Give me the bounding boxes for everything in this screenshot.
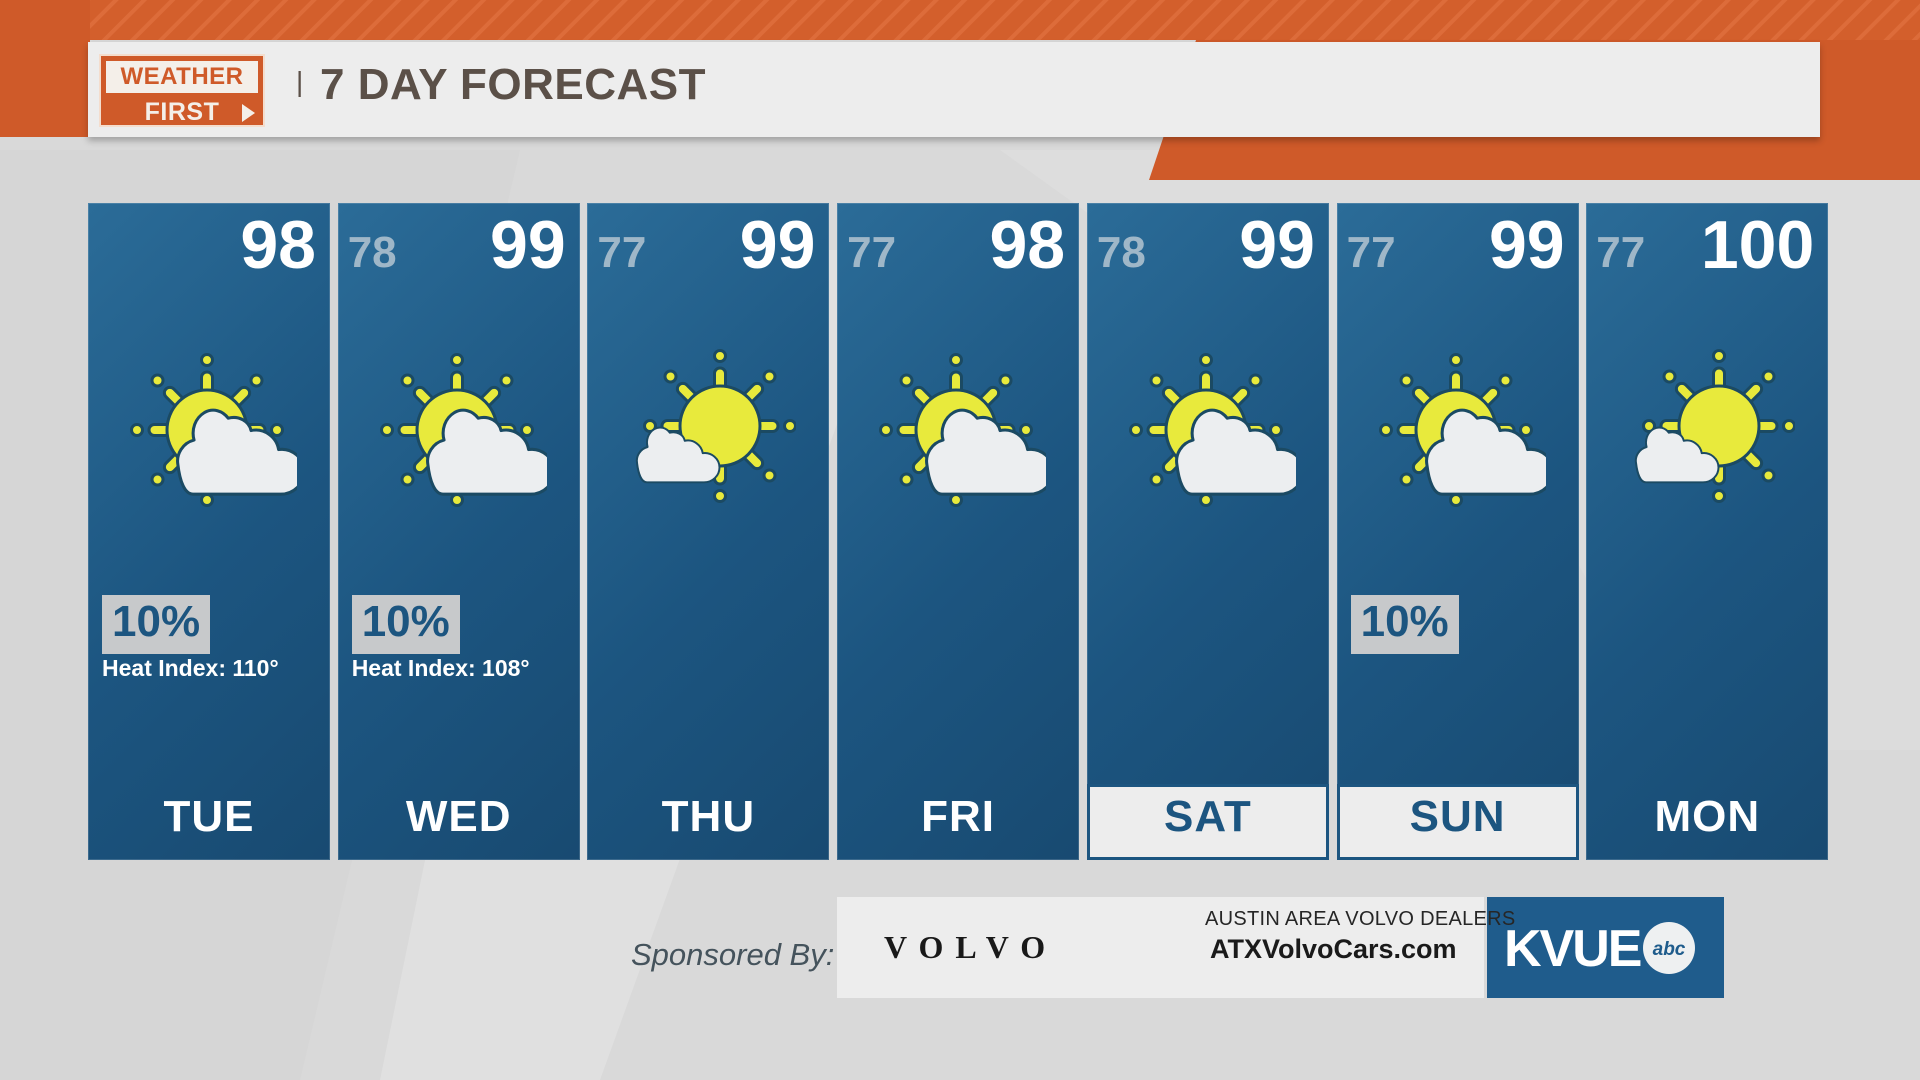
svg-text:KVUE: KVUE	[1504, 920, 1641, 978]
svg-text:abc: abc	[1653, 939, 1686, 960]
